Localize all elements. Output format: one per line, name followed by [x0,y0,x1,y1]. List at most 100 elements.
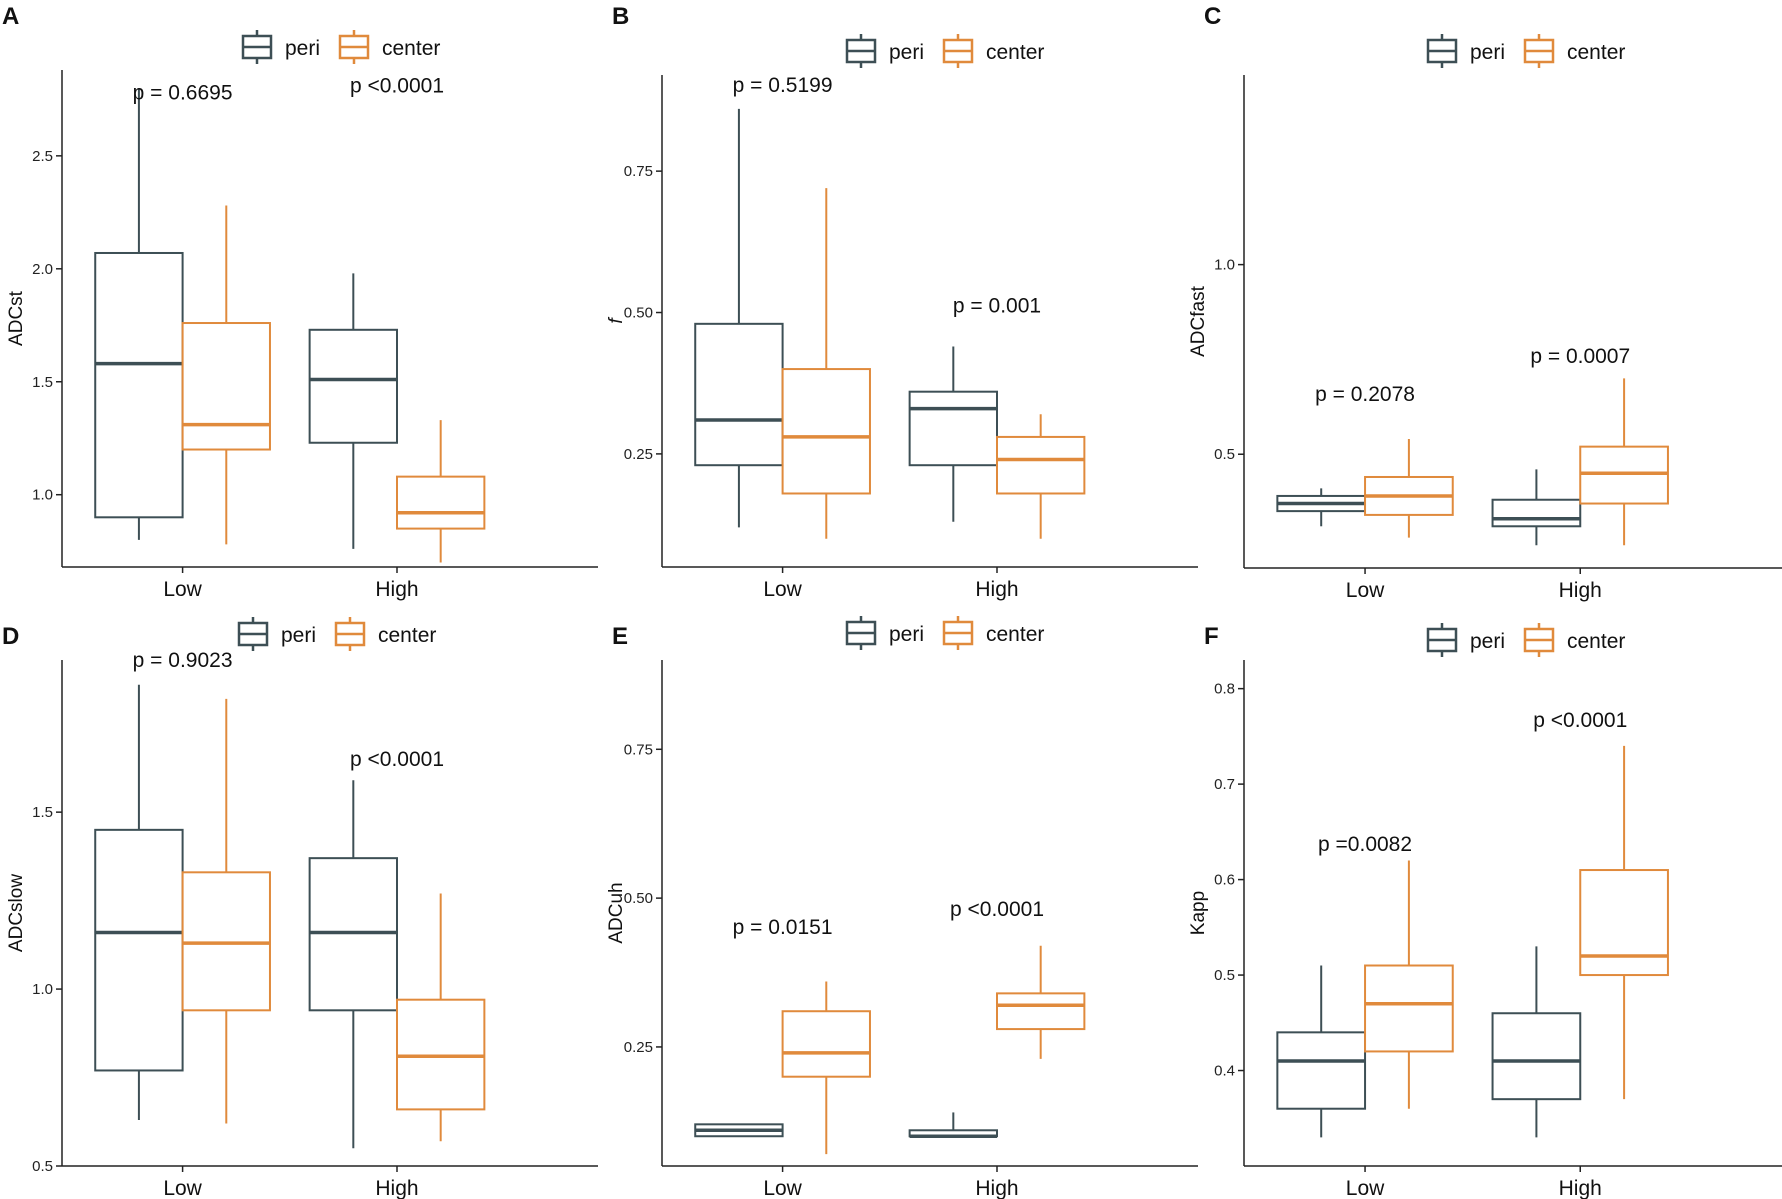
x-tick-label-low: Low [163,1177,202,1199]
box-peri-high [1491,469,1582,546]
legend-label-peri: peri [281,624,316,647]
legend-key-center [1523,34,1555,68]
x-tick-label-low: Low [1346,579,1385,602]
p-value-high: p <0.0001 [350,748,444,771]
box-peri-high [308,780,398,1149]
box-iqr [181,871,271,1012]
box-center-high [996,414,1086,539]
box-iqr [1364,964,1454,1053]
box-iqr [908,390,999,467]
y-tick-label: 0.5 [32,1158,53,1175]
box-iqr [781,1010,871,1078]
x-tick-label-high: High [1559,579,1602,602]
p-value-high: p <0.0001 [350,75,444,98]
box-iqr [181,322,271,451]
panel-label: D [2,623,19,650]
y-tick-label: 0.25 [624,1039,653,1056]
p-value-high: p <0.0001 [950,898,1044,921]
y-tick-label: 0.8 [1214,681,1235,698]
y-tick-label: 0.7 [1214,776,1235,793]
y-tick-label: 1.0 [32,981,53,998]
x-tick-label-low: Low [163,578,202,601]
p-value-high: p <0.0001 [1533,709,1627,732]
box-peri-high [308,273,398,549]
legend-key-peri [845,34,877,68]
y-tick-label: 2.5 [32,148,53,165]
panel-label: E [612,623,628,650]
legend-key-center [1523,623,1555,657]
legend-key-peri [1426,623,1458,657]
x-tick-label-high: High [1559,1177,1602,1199]
legend-key-center [942,616,974,650]
p-value-low: p = 0.9023 [133,649,233,672]
box-peri-low [694,1123,784,1138]
p-value-low: p = 0.2078 [1315,383,1415,406]
legend: peri center [241,30,440,64]
box-iqr [1579,869,1669,977]
y-tick-label: 1.0 [32,487,53,504]
legend-key-center [338,30,370,64]
legend-key-center [942,34,974,68]
p-value-low: p =0.0082 [1318,833,1412,856]
box-iqr [1491,1012,1582,1101]
x-tick-label-high: High [375,578,418,601]
box-peri-low [1276,965,1367,1138]
legend-label-peri: peri [889,623,924,646]
y-tick-label: 0.75 [624,741,653,758]
legend-key-center [334,617,366,651]
y-axis-label: ADCst [6,290,27,346]
box-iqr [1276,1031,1367,1110]
y-tick-label: 1.5 [32,804,53,821]
legend-label-peri: peri [285,37,320,60]
legend-label-center: center [382,37,440,60]
p-value-high: p = 0.001 [953,295,1041,318]
legend: peri center [845,34,1044,68]
y-tick-label: 1.0 [1214,257,1235,274]
p-value-low: p = 0.5199 [733,74,833,97]
box-peri-low [94,88,184,540]
box-center-high [396,893,486,1142]
box-iqr [396,475,486,530]
legend: peri center [1426,34,1625,68]
x-tick-label-low: Low [763,1177,802,1199]
legend-label-peri: peri [889,41,924,64]
legend-label-center: center [986,41,1044,64]
box-center-low [181,205,271,545]
p-value-low: p = 0.0151 [733,916,833,939]
box-center-low [1364,439,1454,538]
y-tick-label: 0.75 [624,163,653,180]
y-axis-label: Kapp [1188,891,1209,935]
legend-label-peri: peri [1470,630,1505,653]
y-tick-label: 0.25 [624,446,653,463]
legend-label-peri: peri [1470,41,1505,64]
box-peri-high [1491,946,1582,1138]
y-tick-label: 0.4 [1214,1063,1235,1080]
legend-label-center: center [1567,41,1625,64]
legend-label-center: center [378,624,436,647]
x-tick-label-high: High [375,1177,418,1199]
box-iqr [694,322,784,467]
legend-key-peri [845,616,877,650]
box-peri-high [908,1112,999,1138]
y-tick-label: 0.50 [624,890,653,907]
panel-label: F [1204,623,1219,650]
box-iqr [996,992,1086,1031]
y-axis-label: ADCuh [606,882,627,943]
y-tick-label: 2.0 [32,261,53,278]
legend-label-center: center [986,623,1044,646]
y-axis-label: f [606,317,627,324]
x-tick-label-low: Low [1346,1177,1385,1199]
box-iqr [781,368,871,495]
legend-label-center: center [1567,630,1625,653]
box-center-low [781,981,871,1155]
legend-key-peri [1426,34,1458,68]
box-center-high [1579,378,1669,546]
x-tick-label-high: High [975,578,1018,601]
legend-key-peri [241,30,273,64]
y-tick-label: 1.5 [32,374,53,391]
box-iqr [1491,498,1582,528]
